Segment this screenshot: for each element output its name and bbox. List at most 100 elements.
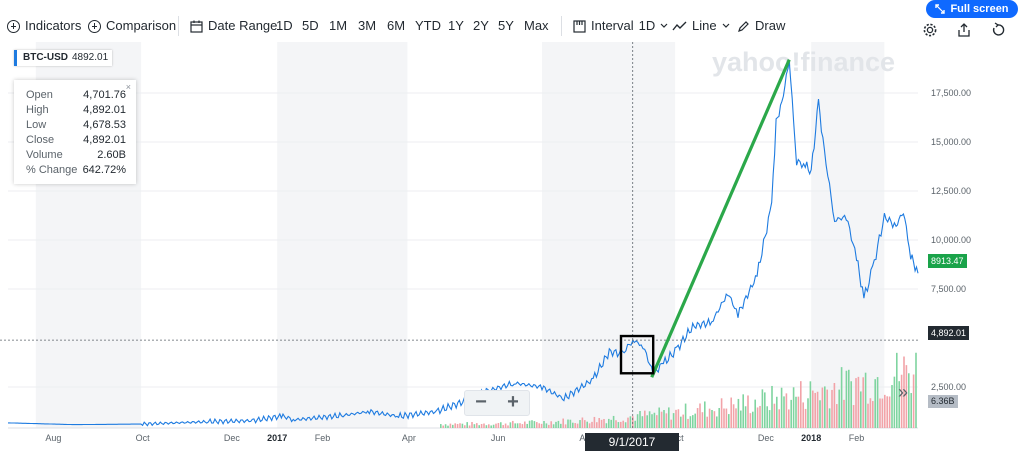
volume-bar <box>598 418 600 428</box>
close-icon[interactable]: × <box>125 82 131 92</box>
volume-bar <box>579 420 581 428</box>
volume-bar <box>668 407 670 428</box>
volume-bar <box>447 425 449 428</box>
volume-bar <box>509 422 512 428</box>
volume-bar <box>449 423 452 428</box>
volume-bar <box>807 398 809 428</box>
ohlc-value: 4,892.01 <box>83 134 126 146</box>
yahoo-finance-watermark: yahoo!finance <box>712 47 895 77</box>
volume-bar <box>816 391 819 428</box>
y-tick-label: 7,500.00 <box>931 284 966 294</box>
volume-bar <box>910 393 912 428</box>
last-price-tag: 8913.47 <box>928 254 967 269</box>
volume-bar <box>480 423 483 428</box>
volume-bar <box>713 411 716 428</box>
volume-bar <box>780 387 783 428</box>
volume-bar <box>771 385 773 428</box>
grid-lines <box>8 92 918 429</box>
volume-bar <box>646 415 648 428</box>
range-5y[interactable]: 5Y <box>498 18 514 33</box>
volume-bar <box>912 374 915 428</box>
volume-bar <box>670 419 672 428</box>
ohlc-value: 642.72% <box>82 164 126 176</box>
range-5d[interactable]: 5D <box>302 18 319 33</box>
ohlc-row: Volume 2.60B <box>26 148 126 163</box>
indicators-button[interactable]: Indicators <box>7 16 81 36</box>
add-circle-icon <box>7 19 20 33</box>
volume-bar <box>608 418 610 428</box>
volume-bar <box>845 370 848 428</box>
volume-bar <box>452 424 454 428</box>
volume-bar <box>862 377 864 428</box>
chart-type-dropdown[interactable]: Line <box>672 16 730 36</box>
highlight-box-annotation <box>619 334 655 375</box>
volume-bar <box>526 423 528 428</box>
volume-bar <box>500 422 502 428</box>
y-tick-label: 12,500.00 <box>931 186 971 196</box>
draw-button[interactable]: Draw <box>737 16 785 36</box>
ticker-symbol: BTC-USD <box>23 52 68 63</box>
chevron-down-icon <box>722 23 730 28</box>
volume-bar <box>696 408 699 428</box>
volume-bar <box>586 421 588 428</box>
volume-bar <box>581 417 584 428</box>
volume-bar <box>548 424 550 428</box>
volume-bar <box>468 425 471 428</box>
volume-bar <box>833 382 836 428</box>
x-tick-label: Jun <box>491 433 506 443</box>
full-screen-label: Full screen <box>950 3 1009 15</box>
volume-bar <box>584 420 586 428</box>
volume-bar <box>814 392 816 428</box>
volume-bar <box>651 414 653 428</box>
volume-bar <box>483 423 485 428</box>
gear-icon[interactable] <box>922 22 938 38</box>
range-1m[interactable]: 1M <box>329 18 348 33</box>
full-screen-button[interactable]: Full screen <box>926 0 1018 18</box>
range-ytd[interactable]: YTD <box>415 18 441 33</box>
volume-bar <box>574 423 576 428</box>
volume-bar <box>680 416 682 428</box>
line-chart-icon <box>672 21 687 31</box>
volume-bar <box>704 401 706 428</box>
volume-bar <box>848 369 850 428</box>
ticker-price: 4892.01 <box>72 52 109 63</box>
volume-bar <box>706 416 708 428</box>
date-range-button[interactable]: Date Range <box>190 16 277 36</box>
range-max[interactable]: Max <box>524 18 549 33</box>
volume-bar <box>557 420 560 428</box>
range-1d[interactable]: 1D <box>276 18 293 33</box>
price-line-layer <box>8 61 919 427</box>
zoom-out-button[interactable]: − <box>475 391 487 413</box>
volume-bar <box>888 396 891 428</box>
volume-bar <box>872 401 874 428</box>
background-band <box>811 42 885 428</box>
range-1y[interactable]: 1Y <box>448 18 464 33</box>
volume-bar <box>677 409 680 428</box>
volume-bar <box>648 411 651 428</box>
volume-bar <box>591 421 593 428</box>
volume-bar <box>471 421 473 428</box>
reset-icon[interactable] <box>990 22 1006 38</box>
range-2y[interactable]: 2Y <box>473 18 489 33</box>
volume-bar <box>855 378 857 428</box>
volume-bar <box>783 396 785 428</box>
volume-bar <box>850 381 852 428</box>
scroll-forward-icon[interactable]: » <box>898 382 909 402</box>
volume-bar <box>461 423 464 428</box>
zoom-in-button[interactable]: + <box>507 391 519 413</box>
volume-bar <box>543 420 545 428</box>
interval-dropdown[interactable]: Interval 1D <box>573 16 668 36</box>
range-6m[interactable]: 6M <box>387 18 406 33</box>
comparison-button[interactable]: Comparison <box>88 16 176 36</box>
volume-bar <box>620 421 622 428</box>
volume-bar <box>744 406 747 428</box>
y-tick-label: 15,000.00 <box>931 137 971 147</box>
volume-bar <box>663 409 665 428</box>
volume-bar <box>819 400 821 428</box>
volume-bar <box>442 425 444 428</box>
ohlc-label: % Change <box>26 164 78 176</box>
share-icon[interactable] <box>956 22 972 38</box>
range-3m[interactable]: 3M <box>358 18 377 33</box>
volume-bar <box>893 376 896 428</box>
